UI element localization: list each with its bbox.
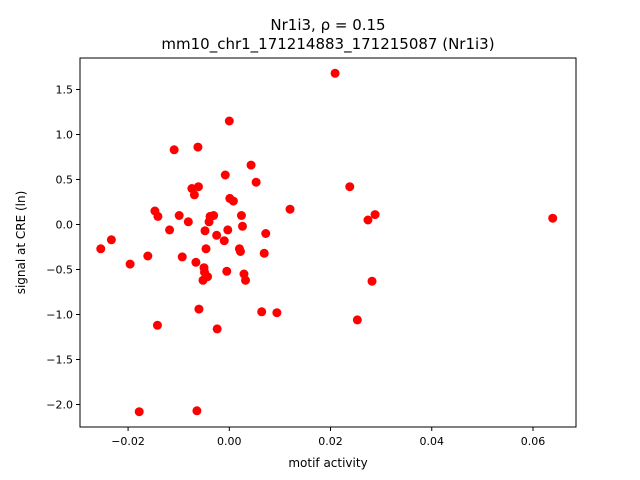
- data-point-45: [251, 177, 261, 187]
- y-tick-label: 1.5: [56, 84, 74, 97]
- x-tick-label: 0.06: [521, 435, 546, 448]
- data-point-48: [261, 229, 271, 238]
- data-point-28: [209, 211, 219, 220]
- data-point-12: [183, 217, 193, 227]
- data-point-25: [203, 272, 213, 282]
- data-point-55: [367, 276, 377, 286]
- data-point-16: [192, 406, 202, 416]
- data-point-37: [228, 196, 238, 206]
- y-tick-label: −2.0: [46, 399, 73, 412]
- data-point-53: [352, 315, 362, 325]
- y-tick-label: −1.5: [46, 354, 73, 367]
- data-point-43: [241, 275, 250, 285]
- x-axis-label: motif activity: [288, 456, 367, 470]
- y-tick-label: −0.5: [46, 264, 73, 277]
- data-point-30: [212, 324, 222, 334]
- data-point-56: [370, 210, 380, 220]
- data-point-52: [345, 182, 355, 192]
- data-point-33: [222, 266, 232, 276]
- chart-title-line2: mm10_chr1_171214883_171215087 (Nr1i3): [161, 35, 494, 54]
- x-axis-label-text: motif activity: [288, 456, 367, 470]
- data-point-44: [246, 160, 256, 170]
- data-point-34: [223, 225, 233, 235]
- data-point-19: [194, 304, 204, 314]
- points-layer: [96, 68, 558, 417]
- data-point-31: [219, 236, 229, 246]
- data-point-35: [224, 116, 234, 126]
- data-point-51: [330, 68, 340, 78]
- data-point-24: [201, 244, 211, 254]
- y-tick-label: 1.0: [56, 129, 74, 142]
- data-point-46: [257, 307, 267, 317]
- data-point-10: [174, 211, 184, 220]
- data-point-39: [235, 247, 245, 256]
- data-point-9: [169, 145, 179, 155]
- data-point-41: [237, 221, 247, 231]
- data-point-57: [548, 213, 558, 223]
- y-tick-label: 0.5: [56, 174, 74, 187]
- data-point-3: [134, 407, 144, 417]
- x-tick-label: 0.02: [318, 435, 343, 448]
- y-tick-label: 0.0: [56, 219, 74, 232]
- chart-title-line1-text: Nr1i3, ρ = 0.15: [270, 16, 385, 34]
- data-point-2: [125, 259, 135, 269]
- data-point-4: [143, 251, 153, 261]
- data-point-40: [236, 211, 246, 220]
- data-point-6: [153, 211, 163, 221]
- data-point-54: [363, 215, 373, 225]
- x-tick-label: −0.02: [111, 435, 145, 448]
- y-axis-label: signal at CRE (ln): [14, 191, 28, 295]
- data-point-47: [259, 248, 269, 258]
- data-point-0: [96, 244, 106, 254]
- data-point-50: [285, 204, 295, 214]
- data-point-15: [191, 257, 201, 267]
- plot-frame: [79, 57, 577, 428]
- x-tick-label: 0.00: [217, 435, 242, 448]
- data-point-11: [177, 252, 187, 262]
- chart-title-line2-text: mm10_chr1_171214883_171215087 (Nr1i3): [161, 35, 494, 54]
- data-point-8: [165, 225, 175, 235]
- data-point-18: [193, 182, 203, 192]
- x-axis-ticks: −0.02 0.00 0.02 0.04 0.06: [111, 427, 545, 448]
- data-point-17: [193, 142, 203, 152]
- data-point-29: [212, 230, 222, 240]
- x-tick-label: 0.04: [420, 435, 445, 448]
- data-point-49: [272, 308, 282, 318]
- y-tick-label: −1.0: [46, 309, 73, 322]
- data-point-7: [152, 320, 162, 330]
- chart-title-line1: Nr1i3, ρ = 0.15: [270, 16, 385, 34]
- data-point-23: [200, 226, 210, 236]
- data-point-1: [106, 235, 116, 245]
- y-axis-ticks: −2.0 −1.5 −1.0 −0.5 0.0 0.5 1.0 1.5: [46, 84, 80, 412]
- data-point-32: [220, 170, 230, 180]
- y-axis-label-text: signal at CRE (ln): [14, 191, 28, 295]
- data-point-14: [189, 190, 199, 200]
- plot-area: [80, 58, 576, 427]
